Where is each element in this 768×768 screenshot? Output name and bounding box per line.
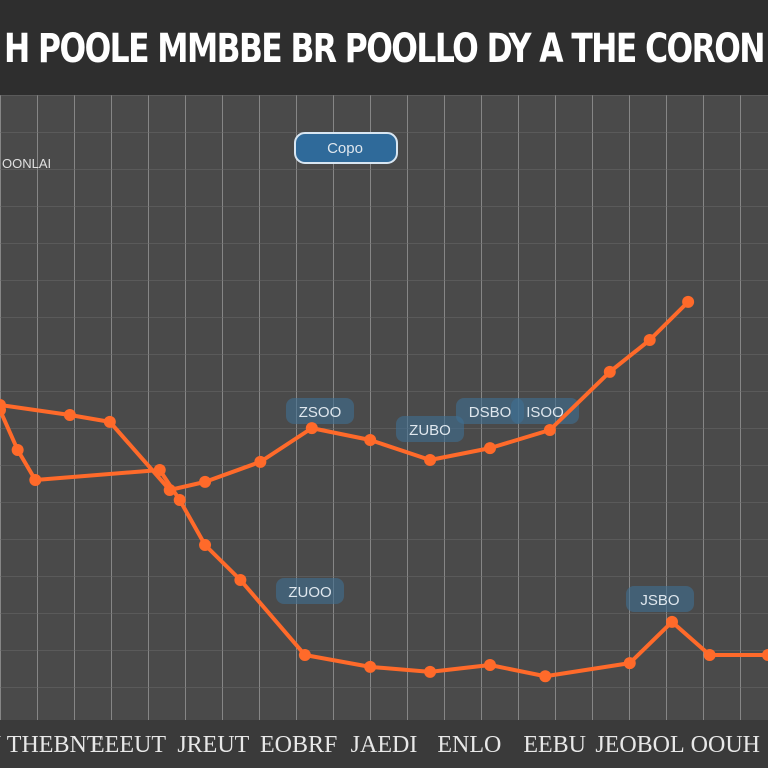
chart-title: H POOLE MMBBE BR POOLLO DY A THE CORON xyxy=(4,26,764,72)
data-point xyxy=(539,670,552,683)
y-axis-label: OONLAI xyxy=(2,156,51,171)
plot-area xyxy=(0,95,768,720)
annotation-box xyxy=(294,132,398,164)
annotation-box xyxy=(626,586,694,612)
data-point xyxy=(762,649,768,661)
data-point xyxy=(103,415,116,428)
data-point xyxy=(153,464,166,476)
data-point xyxy=(63,409,76,421)
x-tick-label: JREUT xyxy=(177,732,249,758)
data-point xyxy=(643,334,656,346)
annotation: DSBO xyxy=(469,404,512,421)
x-tick-label: U THEBNT xyxy=(0,732,102,758)
data-point xyxy=(29,474,42,486)
data-point xyxy=(364,434,377,446)
data-point xyxy=(0,404,6,416)
x-tick-label: OOUH xyxy=(691,732,760,758)
data-point xyxy=(623,657,636,670)
annotation-box xyxy=(276,578,344,604)
data-point xyxy=(173,494,186,506)
annotation-box xyxy=(286,398,354,424)
data-point xyxy=(424,665,437,678)
x-tick-label: JAEDI xyxy=(351,732,418,758)
annotation-box xyxy=(396,416,464,442)
data-point xyxy=(234,574,247,586)
x-tick-label: EEBU xyxy=(523,732,586,758)
annotation: JSBO xyxy=(640,592,679,609)
annotation: Copo xyxy=(327,140,363,157)
series-line xyxy=(0,409,768,679)
x-tick-label: ENLO xyxy=(437,732,501,758)
title-band xyxy=(0,0,768,95)
data-point xyxy=(543,424,556,436)
data-point xyxy=(199,539,212,551)
annotation: ISOO xyxy=(526,404,564,421)
x-tick-label: JEOBOL xyxy=(595,732,684,758)
data-point xyxy=(305,422,318,435)
annotation: ZSOO xyxy=(299,404,342,421)
data-point xyxy=(483,442,496,455)
x-tick-label: EEEUT xyxy=(90,732,166,758)
data-point xyxy=(254,455,267,468)
x-tick-label: EOBRF xyxy=(260,732,337,758)
series-line xyxy=(0,300,690,492)
data-point xyxy=(703,649,716,661)
data-point xyxy=(666,615,678,628)
data-point xyxy=(364,660,377,673)
data-point xyxy=(483,659,496,671)
annotation-box xyxy=(456,398,524,424)
data-point xyxy=(603,365,616,378)
data-point xyxy=(11,444,24,456)
annotation: ZUBO xyxy=(409,422,451,439)
data-point xyxy=(682,295,695,308)
x-axis-band xyxy=(0,720,768,768)
annotation: ZUOO xyxy=(288,584,331,601)
data-point xyxy=(424,454,437,466)
data-point xyxy=(199,475,212,488)
plot: Copo ZUOO ZSOO ZUBO DSBO ISOO JSBO xyxy=(0,132,768,683)
data-point xyxy=(298,649,311,661)
